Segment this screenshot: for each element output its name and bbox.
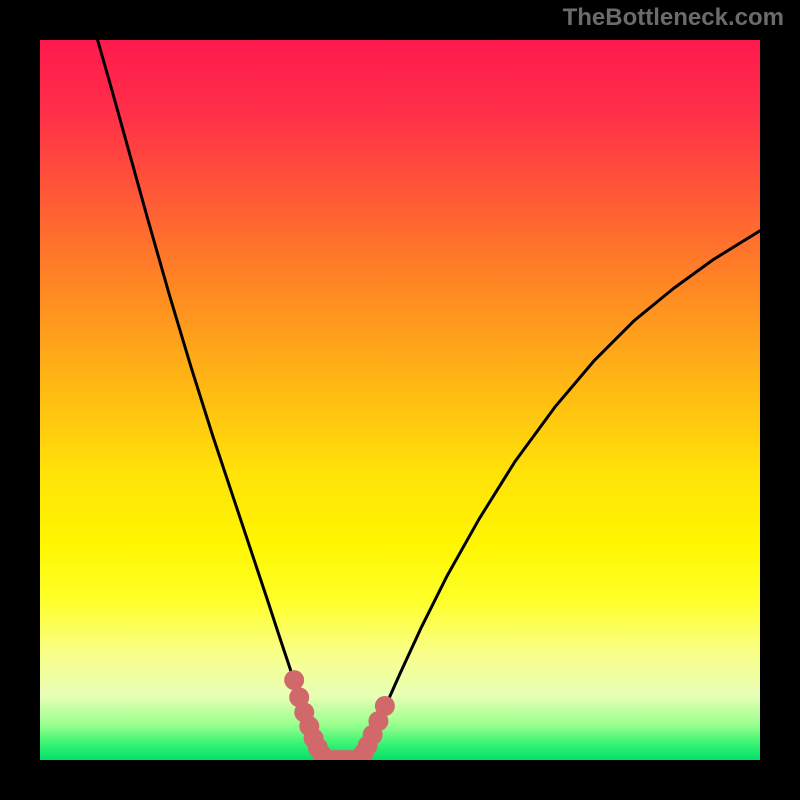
chart-gradient-bg: [40, 40, 760, 760]
watermark-text: TheBottleneck.com: [563, 4, 784, 32]
bottleneck-chart: [0, 0, 800, 800]
marker-dot: [284, 670, 304, 690]
marker-dot: [375, 696, 395, 716]
